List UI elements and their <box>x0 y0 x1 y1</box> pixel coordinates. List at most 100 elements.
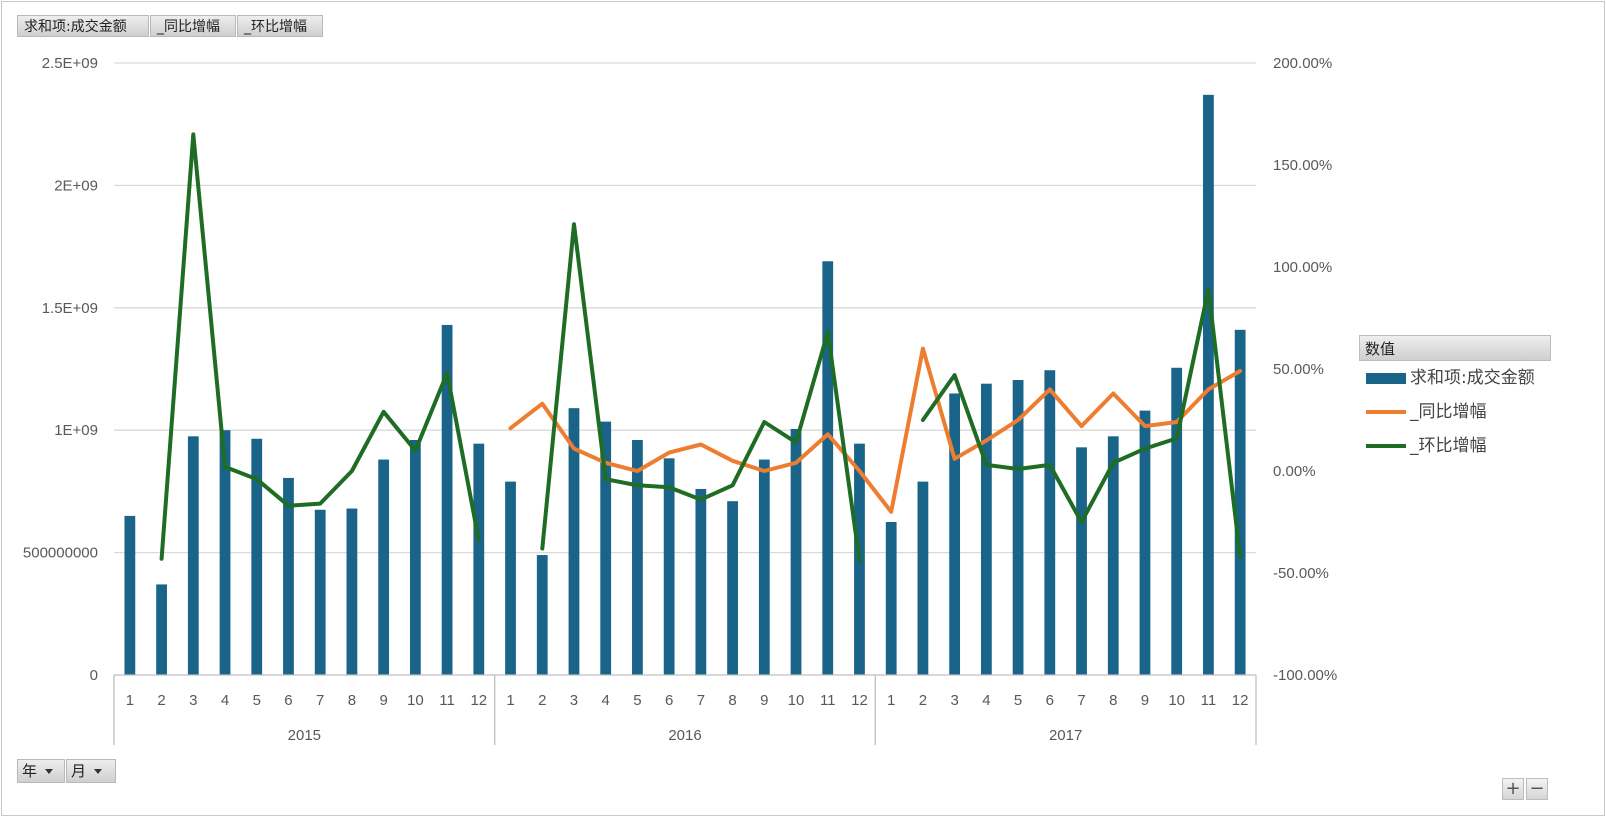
value-field-button-mom[interactable]: _环比增幅 <box>237 15 323 37</box>
x-tick-label: 12 <box>470 692 487 709</box>
bar <box>1203 94 1214 676</box>
x-tick-label: 6 <box>284 692 292 709</box>
bar <box>727 501 738 675</box>
x-tick-label: 11 <box>439 692 455 709</box>
bar <box>949 393 961 675</box>
y-left-tick-label: 0 <box>90 667 98 684</box>
bar-series <box>124 94 1246 676</box>
x-tick-label: 5 <box>1014 692 1022 709</box>
x-tick-label: 12 <box>1232 692 1249 709</box>
legend-swatch-line <box>1366 410 1406 414</box>
bar <box>790 428 802 675</box>
chevron-down-icon <box>94 769 103 774</box>
yoy-growth-line <box>508 346 1243 514</box>
bar <box>600 421 612 675</box>
line-series <box>159 132 1243 563</box>
bar <box>917 481 929 675</box>
y-left-tick-label: 1.5E+09 <box>42 300 98 317</box>
x-tick-label: 8 <box>348 692 356 709</box>
x-tick-label: 3 <box>950 692 958 709</box>
x-tick-label: 5 <box>253 692 261 709</box>
x-tick-label: 6 <box>665 692 673 709</box>
bar <box>283 477 294 675</box>
x-tick-label: 2 <box>919 692 927 709</box>
chevron-down-icon <box>45 769 54 774</box>
bar <box>822 261 834 675</box>
x-tick-label: 4 <box>602 692 610 709</box>
y-right-tick-label: 0.00% <box>1273 463 1316 480</box>
bar <box>885 522 897 675</box>
axis-field-year-dropdown[interactable]: 年 <box>17 759 65 783</box>
x-tick-label: 10 <box>1168 692 1185 709</box>
x-group-label: 2017 <box>1049 727 1082 744</box>
bar <box>1044 370 1056 675</box>
legend-label: _同比增幅 <box>1410 402 1487 422</box>
x-tick-label: 1 <box>887 692 895 709</box>
y-right-tick-label: -100.00% <box>1273 667 1337 684</box>
x-tick-label: 7 <box>1077 692 1085 709</box>
y-right-tick-label: 150.00% <box>1273 157 1332 174</box>
bar <box>1107 436 1119 675</box>
bar <box>1012 380 1024 675</box>
x-tick-label: 2 <box>538 692 546 709</box>
x-tick-label: 12 <box>851 692 868 709</box>
axis-field-label: 月 <box>71 762 87 780</box>
x-tick-label: 9 <box>1141 692 1149 709</box>
x-tick-label: 4 <box>221 692 229 709</box>
x-tick-label: 7 <box>316 692 324 709</box>
bar <box>1171 367 1183 675</box>
bar <box>251 438 263 675</box>
axis-field-month-dropdown[interactable]: 月 <box>66 759 116 783</box>
x-tick-label: 3 <box>570 692 578 709</box>
x-tick-label: 4 <box>982 692 990 709</box>
x-tick-label: 5 <box>633 692 641 709</box>
axis-field-label: 年 <box>22 762 38 780</box>
y-right-tick-label: 100.00% <box>1273 259 1332 276</box>
x-tick-label: 10 <box>788 692 805 709</box>
axes: 0 500000000 1E+09 1.5E+09 2E+09 2.5E+09 -100.0… <box>23 55 1337 745</box>
collapse-field-button[interactable]: − <box>1526 778 1548 800</box>
x-tick-label: 8 <box>1109 692 1117 709</box>
x-tick-label: 11 <box>1201 692 1217 709</box>
x-group-label: 2016 <box>668 727 701 744</box>
bar <box>695 488 707 675</box>
bar <box>536 555 548 675</box>
value-field-button-yoy[interactable]: _同比增幅 <box>150 15 236 37</box>
bar <box>632 439 643 675</box>
bar <box>663 458 675 675</box>
value-field-button-amount[interactable]: 求和项:成交金额 <box>17 15 149 37</box>
legend-title: 数值 <box>1359 335 1551 361</box>
bar <box>1139 410 1151 675</box>
bar <box>346 508 358 675</box>
expand-field-button[interactable]: + <box>1502 778 1524 800</box>
x-tick-label: 8 <box>728 692 736 709</box>
x-tick-label: 11 <box>820 692 836 709</box>
y-right-tick-label: 200.00% <box>1273 55 1332 72</box>
gridlines <box>114 62 1256 554</box>
bar <box>758 459 770 675</box>
bar <box>473 443 485 675</box>
bar <box>219 430 231 675</box>
bar <box>124 515 136 675</box>
x-tick-label: 2 <box>157 692 165 709</box>
x-tick-label: 7 <box>697 692 705 709</box>
y-right-tick-label: -50.00% <box>1273 565 1329 582</box>
legend-swatch-bar <box>1366 373 1406 384</box>
x-tick-label: 1 <box>506 692 514 709</box>
x-tick-label: 9 <box>760 692 768 709</box>
y-left-tick-label: 500000000 <box>23 545 98 562</box>
y-right-tick-label: 50.00% <box>1273 361 1324 378</box>
legend-label: 求和项:成交金额 <box>1410 368 1535 388</box>
y-left-tick-label: 2.5E+09 <box>42 55 98 72</box>
x-tick-label: 6 <box>1046 692 1054 709</box>
bar <box>980 383 992 675</box>
bar <box>378 459 390 675</box>
mom-growth-line <box>159 132 1243 563</box>
y-left-tick-label: 1E+09 <box>54 422 98 439</box>
bar <box>314 509 326 675</box>
x-tick-label: 9 <box>379 692 387 709</box>
bar <box>187 436 199 675</box>
x-tick-label: 10 <box>407 692 424 709</box>
